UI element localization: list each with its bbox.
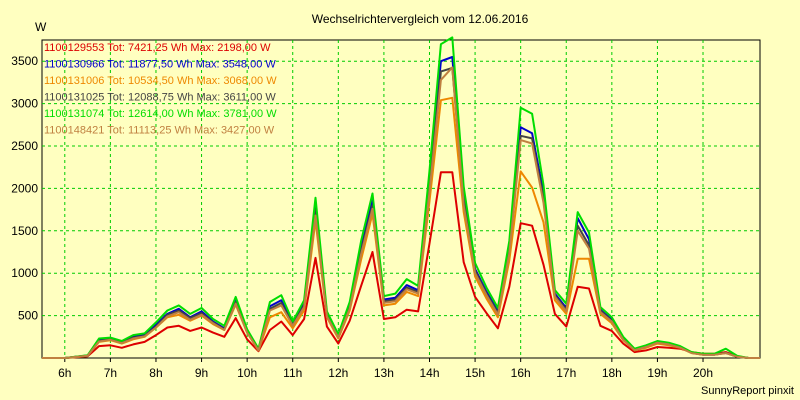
legend-entry-1100131074: 1100131074 Tot: 12614,00 Wh Max: 3781,00… (44, 108, 277, 120)
x-tick-label: 11h (283, 366, 302, 380)
x-tick-label: 8h (149, 366, 162, 380)
x-tick-label: 7h (104, 366, 117, 380)
y-tick-label: 1000 (11, 266, 38, 280)
x-tick-label: 13h (374, 366, 394, 380)
legend-entry-1100148421: 1100148421 Tot: 11113,25 Wh Max: 3427,00… (44, 125, 275, 137)
series-line-1100131074 (42, 36, 760, 359)
y-axis-label: W (35, 20, 47, 34)
chart-title: Wechselrichtervergleich vom 12.06.2016 (312, 12, 529, 26)
legend-entry-1100129553: 1100129553 Tot: 7421,25 Wh Max: 2198,00 … (44, 42, 271, 54)
legend-entry-1100130966: 1100130966 Tot: 11877,50 Wh Max: 3548,00… (44, 59, 276, 71)
x-tick-label: 18h (602, 366, 622, 380)
x-tick-label: 10h (237, 366, 257, 380)
series-line-1100148421 (42, 66, 760, 359)
x-tick-label: 17h (556, 366, 576, 380)
x-tick-label: 16h (511, 366, 531, 380)
x-tick-label: 14h (419, 366, 439, 380)
plot-area (41, 39, 761, 359)
y-tick-label: 2500 (11, 139, 38, 153)
series-lines (42, 36, 760, 359)
x-tick-label: 15h (465, 366, 485, 380)
x-tick-label: 12h (328, 366, 348, 380)
legend: 1100129553 Tot: 7421,25 Wh Max: 2198,00 … (44, 42, 277, 137)
x-tick-label: 19h (647, 366, 667, 380)
legend-entry-1100131006: 1100131006 Tot: 10534,50 Wh Max: 3068,00… (44, 75, 277, 87)
y-tick-label: 3500 (11, 54, 38, 68)
legend-entry-1100131025: 1100131025 Tot: 12088,75 Wh Max: 3611,00… (44, 92, 276, 104)
footer-credit: SunnyReport pinxit (701, 385, 794, 397)
x-tick-label: 6h (58, 366, 71, 380)
y-tick-label: 2000 (11, 181, 38, 195)
y-tick-label: 3000 (11, 97, 38, 111)
y-tick-label: 1500 (11, 224, 38, 238)
series-line-1100129553 (42, 171, 760, 359)
y-axis-ticks: 500 1000 1500 2000 2500 3000 3500 (11, 54, 38, 322)
x-tick-label: 20h (693, 366, 713, 380)
x-axis-ticks: 6h 7h 8h 9h 10h 11h 12h 13h 14h 15h 16h 17h 18h 19h 20… (58, 358, 713, 380)
y-tick-label: 500 (18, 309, 38, 323)
x-tick-label: 9h (195, 366, 208, 380)
